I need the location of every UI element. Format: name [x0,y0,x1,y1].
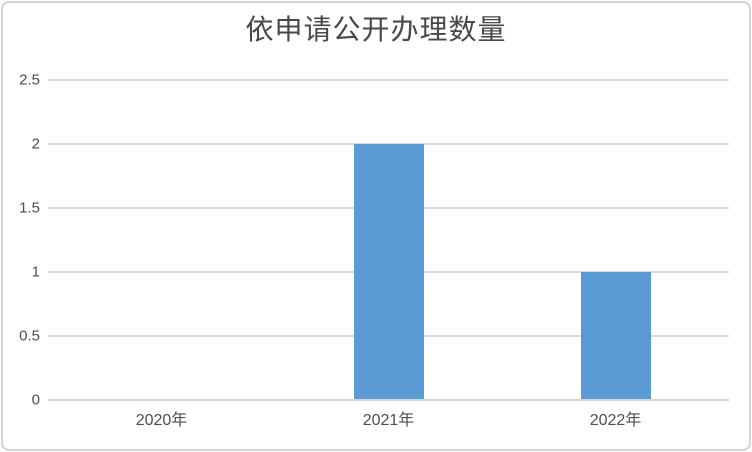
y-axis: 0 0.5 1 1.5 2 2.5 [0,73,40,408]
y-tick-label: 1.5 [19,199,40,217]
y-tick-label: 2.5 [19,71,40,89]
gridline [48,79,729,81]
y-tick-label: 0.5 [19,327,40,345]
plot-area [48,79,729,401]
bar-2022 [580,272,651,400]
x-axis-line [48,399,729,401]
y-tick-label: 1 [31,263,40,281]
chart-title: 依申请公开办理数量 [245,13,507,46]
bar-2021 [353,144,424,400]
x-axis: 2020年 2021年 2022年 [48,411,729,433]
x-tick-label-2020: 2020年 [135,412,188,429]
x-tick-label-2022: 2022年 [589,412,642,429]
y-tick-label: 0 [31,391,40,409]
y-tick-label: 2 [31,135,40,153]
x-tick-label-2021: 2021年 [362,412,415,429]
